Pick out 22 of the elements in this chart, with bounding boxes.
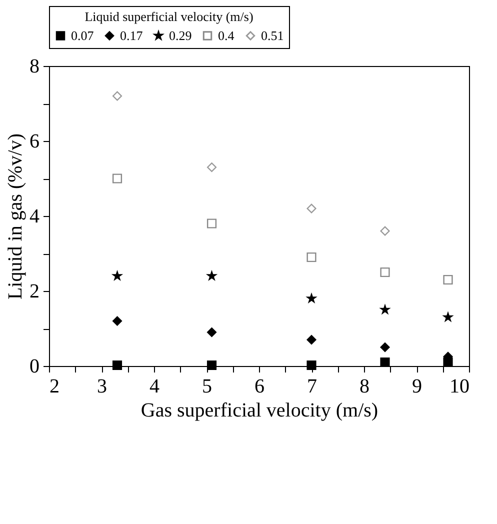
x-tick-label: 3 (97, 376, 107, 398)
x-tick-label: 7 (307, 376, 317, 398)
x-tick-label: 4 (150, 376, 160, 398)
x-tick-label: 5 (202, 376, 212, 398)
y-tick-label: 4 (30, 206, 40, 228)
y-axis-title: Liquid in gas (%v/v) (4, 133, 26, 300)
x-tick-label: 10 (450, 376, 470, 398)
legend-label: 0.17 (120, 28, 144, 43)
legend-label: 0.07 (71, 28, 94, 43)
legend-title: Liquid superficial velocity (m/s) (84, 9, 254, 24)
y-tick-label: 6 (30, 130, 40, 152)
x-tick-label: 9 (412, 376, 422, 398)
x-axis-title: Gas superficial velocity (m/s) (140, 400, 378, 422)
legend-label: 0.4 (218, 28, 235, 43)
x-tick-label: 2 (50, 376, 60, 398)
x-tick-label: 6 (254, 376, 264, 398)
y-tick-label: 8 (30, 56, 40, 78)
y-tick-label: 2 (30, 280, 40, 302)
legend-label: 0.51 (261, 28, 284, 43)
x-tick-label: 8 (360, 376, 370, 398)
legend-label: 0.29 (169, 28, 192, 43)
y-tick-label: 0 (30, 356, 40, 378)
